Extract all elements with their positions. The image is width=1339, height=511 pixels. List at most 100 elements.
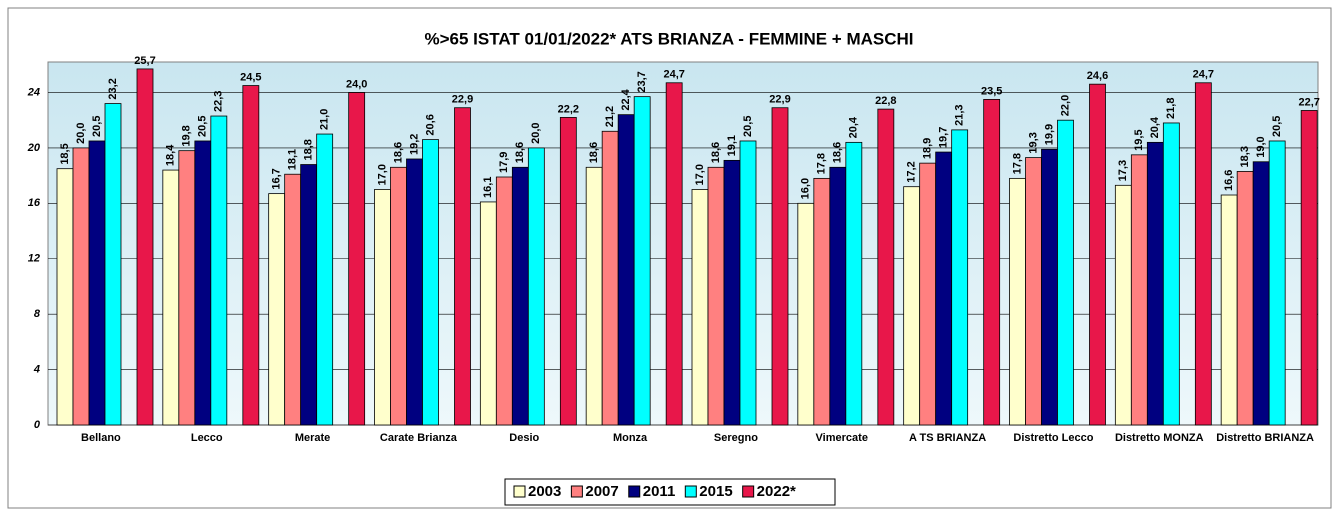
- bar: [665, 82, 683, 426]
- value-label: 22,9: [452, 94, 473, 106]
- legend-swatch: [513, 485, 526, 498]
- bar: [242, 85, 260, 426]
- value-label: 20,6: [424, 114, 436, 135]
- value-label: 18,5: [59, 143, 71, 164]
- value-label: 22,7: [1298, 96, 1319, 108]
- x-tick-label: Seregno: [714, 432, 758, 444]
- bar: [691, 189, 709, 426]
- x-tick-label: Distretto BRIANZA: [1216, 432, 1314, 444]
- value-label: 19,3: [1027, 132, 1039, 153]
- value-label: 23,2: [107, 78, 119, 99]
- bar: [406, 158, 423, 426]
- legend-label: 2011: [643, 483, 676, 500]
- value-label: 17,9: [498, 152, 510, 173]
- value-label: 18,6: [392, 142, 404, 163]
- bar: [1089, 83, 1106, 426]
- bar: [1162, 122, 1180, 426]
- value-label: 17,2: [906, 161, 918, 182]
- value-label: 23,5: [981, 85, 1002, 97]
- value-label: 22,2: [558, 103, 579, 115]
- y-tick-label: 12: [28, 253, 40, 265]
- legend-label: 2007: [585, 483, 618, 500]
- bar: [877, 108, 895, 426]
- value-label: 24,7: [663, 69, 684, 81]
- bar: [1009, 177, 1026, 426]
- legend-swatch: [570, 485, 583, 498]
- bar: [845, 141, 863, 426]
- bar: [300, 164, 318, 426]
- bar: [1268, 140, 1286, 426]
- bar: [771, 107, 789, 426]
- value-label: 20,5: [742, 116, 754, 137]
- y-tick-label: 4: [33, 363, 40, 375]
- bar: [935, 151, 953, 426]
- value-label: 21,0: [319, 109, 331, 130]
- bar: [951, 129, 969, 426]
- x-tick-label: Monza: [613, 432, 648, 444]
- value-label: 23,7: [636, 71, 648, 92]
- value-label: 21,2: [604, 106, 616, 127]
- legend-swatch: [742, 485, 755, 498]
- bar: [316, 133, 334, 426]
- value-label: 20,5: [1271, 116, 1283, 137]
- value-label: 21,8: [1165, 98, 1177, 119]
- bar: [72, 147, 90, 426]
- bar: [88, 140, 106, 426]
- bar: [527, 147, 545, 426]
- legend-label: 2003: [528, 483, 561, 500]
- value-label: 20,5: [197, 116, 209, 137]
- value-label: 18,1: [287, 149, 299, 170]
- chart-title: %>65 ISTAT 01/01/2022* ATS BRIANZA - FEM…: [424, 29, 913, 48]
- bar: [136, 68, 154, 426]
- bar: [723, 159, 741, 426]
- value-label: 20,0: [75, 122, 87, 143]
- x-tick-label: Bellano: [81, 432, 121, 444]
- legend-swatch: [628, 485, 641, 498]
- bar: [178, 150, 196, 426]
- value-label: 18,6: [588, 142, 600, 163]
- bar: [633, 96, 651, 426]
- x-tick-label: Distretto MONZA: [1115, 432, 1204, 444]
- x-tick-label: A TS BRIANZA: [909, 432, 986, 444]
- value-label: 22,3: [213, 91, 225, 112]
- value-label: 20,5: [91, 116, 103, 137]
- value-label: 22,0: [1059, 95, 1071, 116]
- value-label: 16,6: [1223, 170, 1235, 191]
- bar: [194, 140, 212, 426]
- bar: [454, 107, 471, 426]
- value-label: 17,8: [1011, 153, 1023, 174]
- bar: [1057, 119, 1074, 426]
- bar: [268, 193, 286, 426]
- y-tick-label: 8: [34, 308, 41, 320]
- legend-label: 2022*: [757, 483, 796, 500]
- value-label: 17,3: [1117, 160, 1129, 181]
- value-label: 19,2: [408, 134, 420, 155]
- value-label: 24,6: [1087, 70, 1108, 82]
- bar: [348, 92, 366, 426]
- bar: [210, 115, 228, 426]
- bar: [797, 202, 815, 426]
- bar: [983, 99, 1001, 426]
- bar: [1236, 171, 1254, 426]
- bar: [903, 186, 921, 426]
- y-tick-label: 20: [27, 142, 41, 154]
- value-label: 18,6: [514, 142, 526, 163]
- legend-swatch: [684, 485, 697, 498]
- value-label: 24,5: [240, 71, 261, 83]
- bar: [1194, 82, 1212, 426]
- legend-label: 2015: [699, 483, 732, 500]
- bar: [1252, 161, 1270, 426]
- bar: [162, 169, 180, 426]
- y-tick-label: 16: [28, 197, 41, 209]
- value-label: 24,0: [346, 78, 367, 90]
- bar: [495, 176, 513, 426]
- bar: [56, 168, 74, 426]
- x-tick-label: Desio: [509, 432, 539, 444]
- value-label: 19,0: [1255, 136, 1267, 157]
- value-label: 20,4: [1149, 116, 1161, 138]
- value-label: 16,0: [800, 178, 812, 199]
- bar: [585, 166, 603, 426]
- bar: [1300, 110, 1318, 426]
- value-label: 19,9: [1043, 124, 1055, 145]
